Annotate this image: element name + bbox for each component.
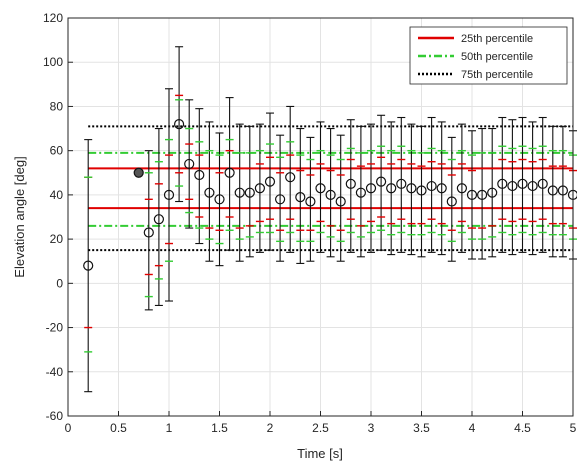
data-point [194,169,205,181]
data-point [507,180,518,192]
x-axis-label: Time [s] [297,446,343,461]
x-tick-label: 2 [267,421,274,435]
x-tick-label: 0 [65,421,72,435]
legend-label-25th: 25th percentile [461,33,533,45]
data-point [254,183,265,194]
data-point [557,185,569,196]
y-tick-label: -60 [46,409,64,423]
y-tick-label: 120 [43,11,63,25]
data-point [214,194,225,205]
x-tick-label: 1 [166,421,173,435]
data-point [487,187,498,198]
data-point [345,178,356,189]
x-tick-label: 3.5 [413,421,430,435]
x-tick-label: 4 [469,421,476,435]
x-tick-label: 0.5 [110,421,127,435]
data-point [426,180,437,192]
data-point [497,178,508,189]
y-tick-label: 0 [56,276,63,290]
data-point [163,189,175,200]
y-tick-label: 20 [50,232,64,246]
data-point [174,119,185,130]
data-point [406,183,417,194]
y-tick-label: 60 [50,144,64,158]
legend: 25th percentile 50th percentile 75th per… [409,26,568,85]
data-point [224,167,235,178]
data-point [456,183,467,194]
y-tick-label: 40 [50,188,64,202]
data-point [295,192,306,203]
y-tick-label: 100 [43,55,63,69]
data-point [244,187,255,198]
error-bars [84,46,577,393]
data-point [547,185,558,196]
data-point [436,183,447,194]
data-point [133,167,144,178]
x-tick-label: 5 [570,421,577,435]
y-tick-label: -40 [46,365,64,379]
x-tick-label: 3 [368,421,375,435]
data-point [184,158,195,170]
data-point [376,176,387,187]
y-tick-label: 80 [50,99,64,113]
data-point [234,187,245,198]
data-point [275,194,286,205]
data-points [83,119,577,271]
data-point [325,189,336,200]
y-tick-label: -20 [46,321,64,335]
data-point [396,178,407,189]
data-point [285,172,296,183]
data-point [446,196,457,207]
data-point [386,183,397,194]
legend-label-75th: 75th percentile [461,69,533,81]
data-point [335,196,346,207]
x-tick-label: 4.5 [514,421,531,435]
data-point [264,176,276,187]
data-point [527,180,538,192]
x-tick-label: 1.5 [211,421,228,435]
y-axis-ticks: -60 -40 -20 0 20 40 60 80 100 120 [43,11,73,423]
data-point [305,196,316,207]
data-point [315,183,326,194]
data-point [477,189,488,200]
data-point [143,227,154,238]
data-point [537,178,548,189]
data-point [355,187,366,198]
legend-label-50th: 50th percentile [461,51,533,63]
x-tick-label: 2.5 [312,421,329,435]
x-axis-ticks: 0 0.5 1 1.5 2 2.5 3 3.5 4 4.5 5 [65,411,577,435]
data-point [204,187,215,198]
data-point [153,214,164,225]
data-point [517,178,528,189]
data-point [416,185,427,196]
data-point [466,189,478,200]
data-point [83,260,94,271]
y-axis-label: Elevation angle [deg] [12,156,27,277]
data-point [365,183,377,194]
